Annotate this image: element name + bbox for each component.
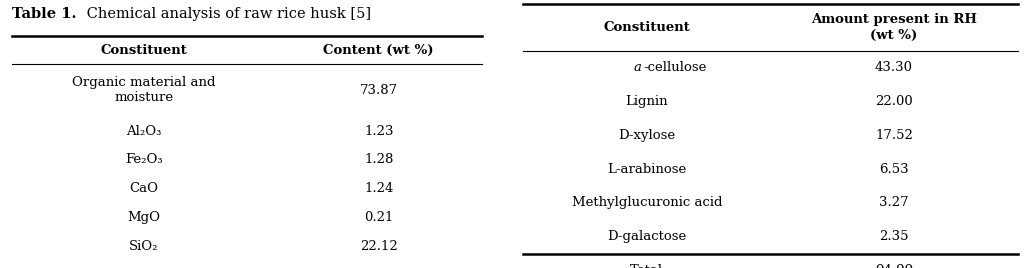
Text: Table 1.: Table 1. <box>12 7 77 21</box>
Text: D-xylose: D-xylose <box>618 129 676 142</box>
Text: Total: Total <box>630 264 663 268</box>
Text: 22.12: 22.12 <box>359 240 398 253</box>
Text: D-galactose: D-galactose <box>608 230 686 243</box>
Text: Amount present in RH
(wt %): Amount present in RH (wt %) <box>811 13 977 42</box>
Text: Content (wt %): Content (wt %) <box>323 44 434 57</box>
Text: a: a <box>633 61 642 74</box>
Text: 1.28: 1.28 <box>364 154 393 166</box>
Text: 0.21: 0.21 <box>364 211 393 224</box>
Text: Al₂O₃: Al₂O₃ <box>127 125 162 137</box>
Text: SiO₂: SiO₂ <box>129 240 159 253</box>
Text: 2.35: 2.35 <box>880 230 908 243</box>
Text: 94.99: 94.99 <box>874 264 914 268</box>
Text: MgO: MgO <box>128 211 161 224</box>
Text: 43.30: 43.30 <box>876 61 913 74</box>
Text: Constituent: Constituent <box>101 44 187 57</box>
Text: Constituent: Constituent <box>604 21 690 34</box>
Text: Lignin: Lignin <box>625 95 668 108</box>
Text: Fe₂O₃: Fe₂O₃ <box>125 154 163 166</box>
Text: 1.24: 1.24 <box>364 183 393 195</box>
Text: CaO: CaO <box>130 183 159 195</box>
Text: 1.23: 1.23 <box>364 125 393 137</box>
Text: Organic material and
moisture: Organic material and moisture <box>72 76 215 105</box>
Text: Chemical analysis of raw rice husk [5]: Chemical analysis of raw rice husk [5] <box>82 7 372 21</box>
Text: Methylglucuronic acid: Methylglucuronic acid <box>572 196 722 209</box>
Text: 3.27: 3.27 <box>880 196 908 209</box>
Text: 6.53: 6.53 <box>880 163 908 176</box>
Text: 73.87: 73.87 <box>359 84 398 97</box>
Text: 22.00: 22.00 <box>876 95 913 108</box>
Text: -cellulose: -cellulose <box>644 61 708 74</box>
Text: L-arabinose: L-arabinose <box>608 163 686 176</box>
Text: 17.52: 17.52 <box>876 129 913 142</box>
